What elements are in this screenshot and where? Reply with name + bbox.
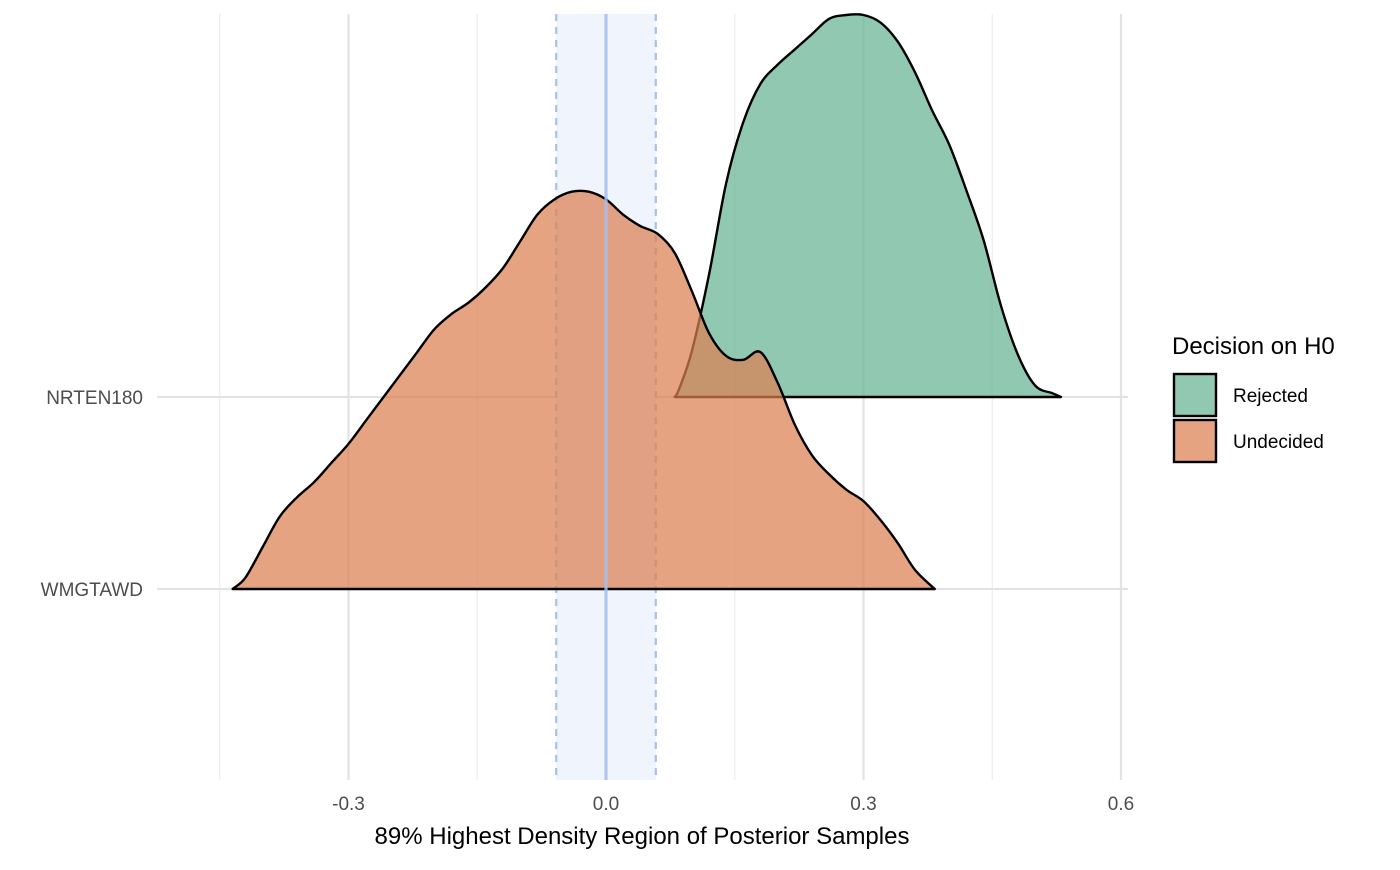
y-tick-label-wmgtawd: WMGTAWD <box>41 580 143 601</box>
y-axis-ticks: WMGTAWD NRTEN180 <box>41 388 143 601</box>
legend-label-rejected: Rejected <box>1233 386 1308 407</box>
x-tick-label-1: 0.0 <box>593 794 619 815</box>
density-fill-wmgtawd <box>232 190 935 589</box>
legend-title: Decision on H0 <box>1172 333 1335 360</box>
x-tick-label-0: -0.3 <box>332 794 365 815</box>
legend: Decision on H0 Rejected Undecided <box>1172 333 1335 464</box>
legend-label-undecided: Undecided <box>1233 432 1324 453</box>
density-outline-wmgtawd <box>231 189 936 591</box>
density-layer <box>231 13 1063 591</box>
legend-swatch-rejected <box>1172 372 1218 418</box>
x-axis-title: 89% Highest Density Region of Posterior … <box>375 823 910 850</box>
legend-items: Rejected Undecided <box>1172 372 1324 464</box>
x-tick-label-2: 0.3 <box>850 794 876 815</box>
density-fill-nrten180 <box>674 14 1061 397</box>
x-tick-label-3: 0.6 <box>1108 794 1134 815</box>
y-tick-label-nrten180: NRTEN180 <box>46 388 143 409</box>
density-outline-nrten180 <box>673 13 1063 399</box>
legend-swatch-undecided <box>1172 418 1218 464</box>
x-axis-ticks: -0.3 0.0 0.3 0.6 <box>332 794 1134 815</box>
